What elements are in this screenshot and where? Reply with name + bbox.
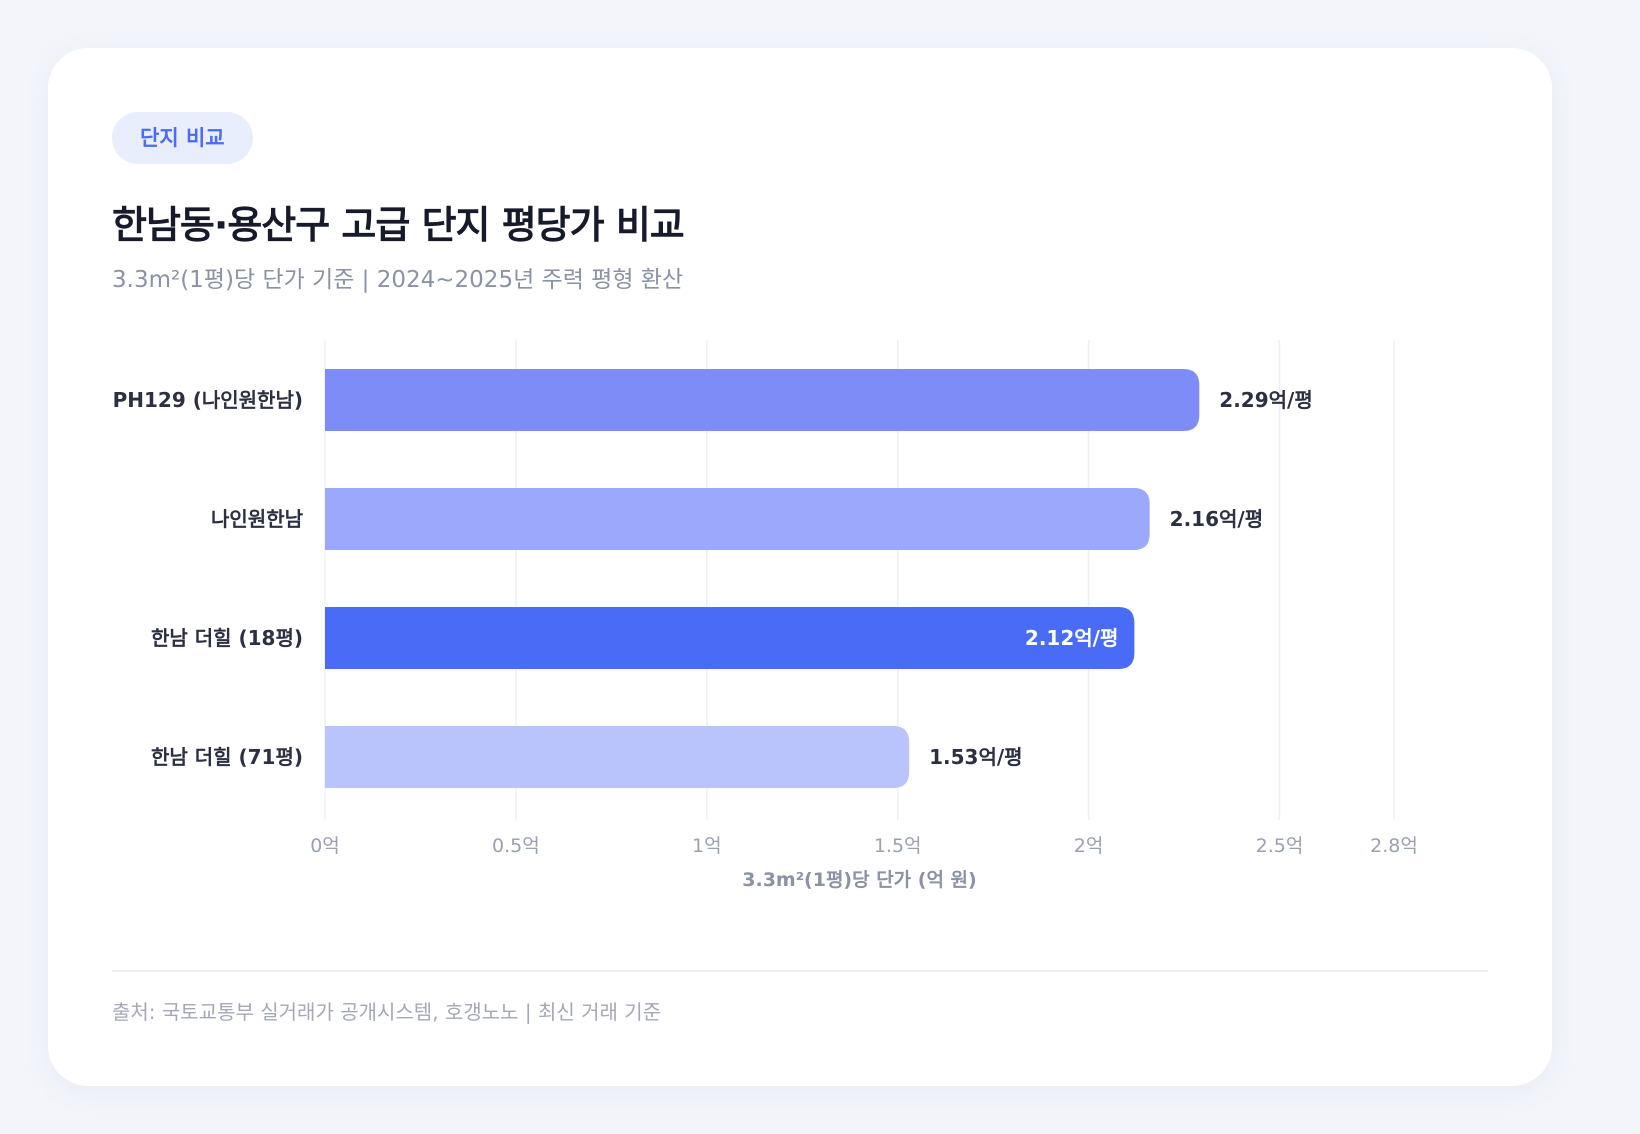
value-label: 2.12억/평 [1025,626,1118,650]
page-subtitle: 3.3m²(1평)당 단가 기준 | 2024~2025년 주력 평형 환산 [112,267,684,293]
x-tick-label: 1.5억 [874,835,922,857]
x-tick-label: 0억 [310,835,340,857]
x-tick-label: 1억 [692,835,722,857]
footer-divider [112,970,1488,972]
bar [325,369,1200,431]
value-label: 2.29억/평 [1219,388,1312,412]
category-label: 한남 더힐 (71평) [151,745,303,769]
x-tick-label: 2억 [1074,835,1104,857]
x-tick-label: 2.8억 [1370,835,1418,857]
bar [325,488,1150,550]
bar-chart: 0억 0.5억 1억 1.5억 2억 2.5억 2.8억 3.3m²(1평)당 단가 (억 원… [113,340,1418,891]
x-tick-label: 0.5억 [492,835,540,857]
source-note: 출처: 국토교통부 실거래가 공개시스템, 호갱노노 | 최신 거래 기준 [112,1000,662,1024]
x-tick-label: 2.5억 [1256,835,1304,857]
x-axis-label: 3.3m²(1평)당 단가 (억 원) [742,869,976,891]
chart-card: 단지 비교 한남동·용산구 고급 단지 평당가 비교 3.3m²(1평)당 단가… [48,48,1552,1086]
page-title: 한남동·용산구 고급 단지 평당가 비교 [112,203,685,247]
category-badge: 단지 비교 [112,112,253,164]
bar [325,726,910,788]
bar [325,607,1135,669]
category-label: 한남 더힐 (18평) [151,626,303,650]
category-label: PH129 (나인원한남) [113,388,303,412]
value-label: 1.53억/평 [929,745,1022,769]
value-label: 2.16억/평 [1170,507,1263,531]
category-label: 나인원한남 [211,507,304,531]
